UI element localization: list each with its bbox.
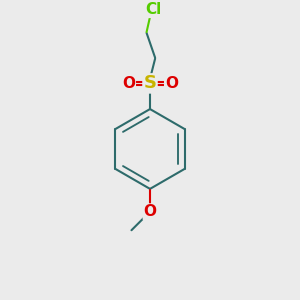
Text: O: O — [143, 204, 157, 219]
Text: O: O — [165, 76, 178, 91]
Text: S: S — [143, 74, 157, 92]
Text: O: O — [122, 76, 135, 91]
Text: Cl: Cl — [145, 2, 161, 17]
